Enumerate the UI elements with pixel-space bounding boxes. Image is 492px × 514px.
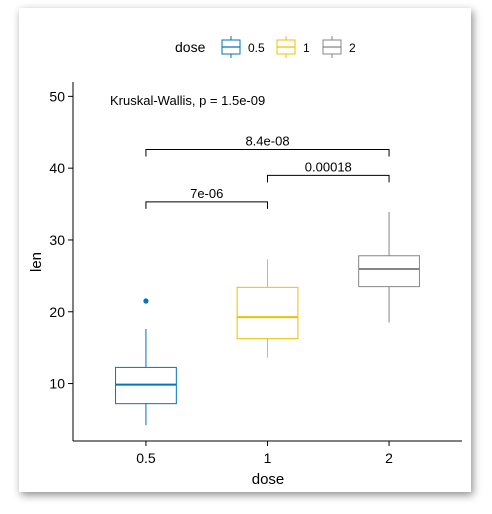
box-body [236, 286, 299, 340]
box-0.5 [115, 298, 177, 426]
comparison-bracket: 8.4e-08 [145, 133, 390, 157]
legend-keys: 0.5 1 2 [221, 36, 356, 58]
boxes [115, 211, 420, 426]
bracket-line [145, 148, 390, 157]
p-value-label: 0.00018 [305, 159, 352, 174]
x-tick-label: 1 [264, 450, 272, 466]
legend-label: 0.5 [248, 41, 265, 55]
p-value-label: 8.4e-08 [245, 133, 289, 148]
bracket-line [145, 201, 268, 209]
y-tick-label: 40 [49, 160, 65, 176]
legend: dose 0.5 1 2 [175, 36, 356, 58]
y-tick-label: 10 [49, 376, 65, 392]
bracket-line [267, 174, 390, 183]
outlier-point [143, 298, 149, 304]
x-tick-label: 0.5 [136, 450, 156, 466]
legend-key-0.5: 0.5 [221, 36, 265, 58]
comparison-bracket: 7e-06 [145, 186, 268, 209]
y-tick-label: 50 [49, 88, 65, 104]
comparison-brackets: 7e-06 0.00018 8.4e-08 [145, 133, 390, 209]
box-1 [236, 259, 299, 358]
x-ticks: 0.5 1 2 [136, 441, 393, 466]
y-axis-title: len [28, 252, 45, 272]
legend-key-2: 2 [322, 36, 356, 58]
x-tick-label: 2 [385, 450, 393, 466]
legend-label: 1 [303, 41, 310, 55]
legend-key-1: 1 [276, 36, 310, 58]
y-tick-label: 30 [49, 232, 65, 248]
box-body [358, 255, 420, 288]
y-ticks: 10 20 30 40 50 [49, 88, 73, 392]
legend-label: 2 [349, 41, 356, 55]
legend-title: dose [175, 39, 206, 55]
box-2 [358, 211, 420, 323]
y-tick-label: 20 [49, 304, 65, 320]
x-axis-title: dose [252, 471, 285, 488]
comparison-bracket: 0.00018 [267, 159, 390, 183]
global-test-label: Kruskal-Wallis, p = 1.5e-09 [110, 93, 265, 108]
plot-card [19, 8, 471, 492]
p-value-label: 7e-06 [190, 186, 223, 201]
